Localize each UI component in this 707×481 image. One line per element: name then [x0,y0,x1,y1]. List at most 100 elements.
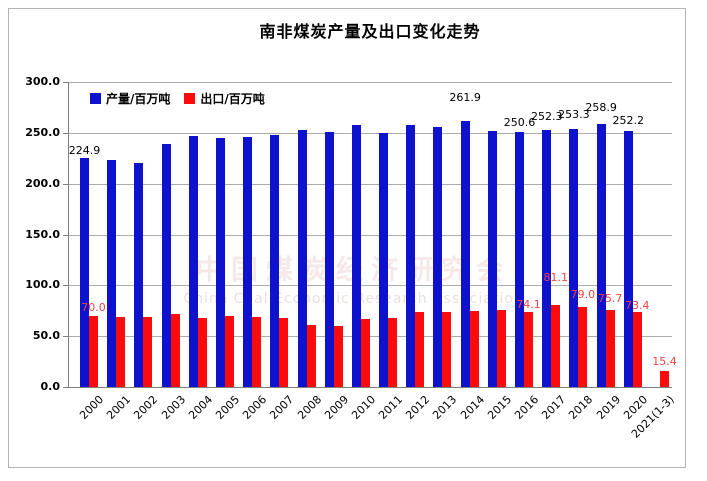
y-tick-mark [63,336,68,337]
production-bar [351,125,361,387]
legend-item-production: 产量/百万吨 [90,90,170,107]
export-bar [279,318,289,387]
export-bar [333,326,343,387]
data-label: 81.1 [543,270,568,284]
gridline [68,133,672,134]
export-bar [388,317,398,387]
export-bar [360,318,370,387]
x-tick-label: 2011 [376,393,406,422]
x-tick-label: 2005 [213,393,243,422]
production-bar [324,132,334,387]
production-bar [270,135,280,387]
export-bar [415,312,425,387]
production-bar [80,158,89,387]
data-label: 74.1 [516,297,541,311]
y-tick-mark [63,184,68,185]
x-tick-label: 2001 [104,393,134,422]
production-bar [243,137,253,387]
data-label: 253.3 [558,108,590,122]
export-swatch-icon [184,93,196,104]
data-label: 224.9 [68,144,101,158]
production-bar [188,136,198,387]
x-axis-line [68,387,672,388]
x-tick-label: 2007 [267,393,297,422]
x-tick-label: 2015 [485,393,515,422]
y-tick-mark [63,82,68,83]
export-bar [89,315,98,387]
gridline [68,82,672,83]
gridline [68,235,672,236]
export-bar [660,371,669,387]
production-bar [433,126,443,387]
data-label: 70.0 [81,300,106,314]
export-bar [551,304,561,387]
production-bar [515,132,525,387]
production-bar [569,129,579,387]
export-bar [632,312,642,387]
data-label: 261.9 [449,90,481,104]
x-tick-label: 2016 [512,393,542,422]
data-label: 250.6 [503,116,536,130]
legend-label-production: 产量/百万吨 [106,92,171,106]
production-bar [215,137,225,387]
export-bar [224,315,234,387]
x-tick-label: 2000 [77,393,107,422]
x-tick-label: 2003 [158,393,188,422]
export-bar [170,314,180,387]
x-tick-label: 2008 [294,393,324,422]
legend-item-export: 出口/百万吨 [184,90,265,107]
data-label: 252.3 [530,110,563,124]
export-bar [252,317,262,387]
production-bar [406,124,416,387]
export-bar [116,316,126,387]
data-label: 15.4 [652,355,677,369]
x-tick-label: 2013 [430,393,460,422]
production-swatch-icon [90,93,101,104]
x-tick-label: 2019 [593,393,623,422]
export-bar [442,311,452,387]
export-bar [143,316,153,387]
x-tick-label: 2018 [566,393,596,422]
y-tick-label: 200.0 [25,177,60,190]
export-bar [605,310,615,387]
x-tick-label: 2017 [539,393,569,422]
production-bar [107,159,117,387]
production-bar [596,123,606,387]
y-tick-label: 50.0 [32,329,60,342]
legend-label-export: 出口/百万吨 [200,92,265,106]
data-label: 75.7 [597,292,623,306]
production-bar [487,130,497,387]
export-bar [496,310,506,387]
y-tick-label: 300.0 [25,75,60,88]
y-tick-mark [63,387,68,388]
data-label: 258.9 [585,100,617,114]
data-label: 73.4 [625,299,650,313]
export-bar [306,325,316,387]
x-tick-label: 2014 [457,393,487,422]
x-tick-label: 2004 [185,393,215,422]
x-tick-label: 2012 [403,393,433,422]
y-tick-label: 150.0 [25,228,60,241]
gridline [68,184,672,185]
export-bar [469,310,479,387]
x-tick-label: 2002 [131,393,161,422]
gridline [68,336,672,337]
y-axis-line [68,82,69,387]
x-tick-label: 2010 [349,393,379,422]
x-tick-label: 2009 [321,393,351,422]
chart-title: 南非煤炭产量及出口变化走势 [259,22,481,41]
production-bar [379,132,389,387]
production-bar [623,130,633,387]
y-tick-mark [63,133,68,134]
y-tick-mark [63,285,68,286]
production-bar [134,162,144,387]
production-bar [161,144,171,387]
export-bar [524,311,534,387]
chart-legend: 产量/百万吨 出口/百万吨 [90,90,265,107]
y-tick-label: 100.0 [25,278,60,291]
data-label: 252.2 [612,113,645,127]
export-bar [197,318,207,387]
data-label: 79.0 [570,287,596,301]
gridline [68,285,672,286]
